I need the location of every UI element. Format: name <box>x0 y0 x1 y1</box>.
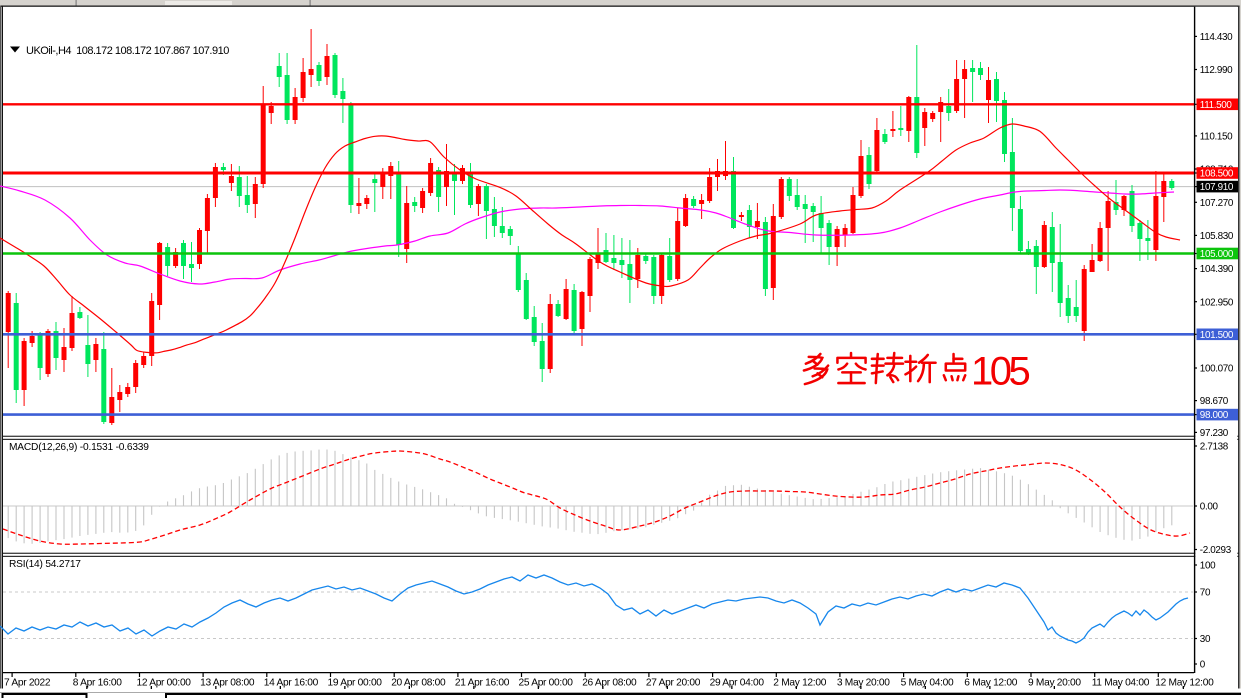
svg-text:-2.0293: -2.0293 <box>1200 545 1232 556</box>
svg-text:9 May 20:00: 9 May 20:00 <box>1028 678 1081 689</box>
svg-text:11 May 04:00: 11 May 04:00 <box>1092 678 1150 689</box>
svg-text:101.500: 101.500 <box>1200 330 1234 341</box>
svg-text:100.070: 100.070 <box>1200 364 1234 375</box>
svg-text:102.950: 102.950 <box>1200 297 1234 308</box>
svg-text:98.000: 98.000 <box>1200 410 1229 421</box>
svg-text:107.910: 107.910 <box>1200 182 1234 193</box>
svg-text:12 May 12:00: 12 May 12:00 <box>1155 678 1214 689</box>
svg-text:70: 70 <box>1200 588 1211 599</box>
svg-text:98.670: 98.670 <box>1200 396 1229 407</box>
svg-text:30: 30 <box>1200 634 1211 645</box>
svg-text:12 Apr 00:00: 12 Apr 00:00 <box>137 678 192 689</box>
svg-text:104.390: 104.390 <box>1200 264 1234 275</box>
svg-text:6 May 12:00: 6 May 12:00 <box>964 678 1017 689</box>
svg-text:97.230: 97.230 <box>1200 428 1229 439</box>
svg-text:13 Apr 08:00: 13 Apr 08:00 <box>200 678 255 689</box>
svg-text:0: 0 <box>1200 660 1206 671</box>
svg-text:MACD(12,26,9) -0.1531 -0.6339: MACD(12,26,9) -0.1531 -0.6339 <box>9 442 149 453</box>
svg-text:20 Apr 08:00: 20 Apr 08:00 <box>391 678 446 689</box>
svg-text:25 Apr 00:00: 25 Apr 00:00 <box>519 678 574 689</box>
svg-text:112.990: 112.990 <box>1200 65 1233 76</box>
svg-text:107.270: 107.270 <box>1200 198 1234 209</box>
svg-text:2 May 12:00: 2 May 12:00 <box>773 678 826 689</box>
svg-text:114.430: 114.430 <box>1200 32 1233 43</box>
svg-text:3 May 20:00: 3 May 20:00 <box>837 678 890 689</box>
svg-text:RSI(14) 54.2717: RSI(14) 54.2717 <box>9 559 81 570</box>
svg-text:UKOil-,H4 108.172 108.172 107: UKOil-,H4 108.172 108.172 107.867 107.91… <box>26 45 229 57</box>
svg-text:108.500: 108.500 <box>1200 169 1234 180</box>
svg-text:26 Apr 08:00: 26 Apr 08:00 <box>582 678 637 689</box>
svg-text:7 Apr 2022: 7 Apr 2022 <box>4 678 51 689</box>
svg-text:21 Apr 16:00: 21 Apr 16:00 <box>455 678 510 689</box>
svg-text:105.000: 105.000 <box>1200 249 1234 260</box>
svg-text:105: 105 <box>971 350 1029 394</box>
svg-text:2.7138: 2.7138 <box>1200 442 1229 453</box>
svg-text:5 May 04:00: 5 May 04:00 <box>901 678 954 689</box>
svg-text:29 Apr 04:00: 29 Apr 04:00 <box>710 678 765 689</box>
svg-text:27 Apr 20:00: 27 Apr 20:00 <box>646 678 701 689</box>
svg-text:105.830: 105.830 <box>1200 231 1234 242</box>
svg-text:110.150: 110.150 <box>1200 132 1233 143</box>
svg-text:8 Apr 16:00: 8 Apr 16:00 <box>73 678 122 689</box>
svg-text:0.00: 0.00 <box>1200 502 1219 513</box>
svg-text:100: 100 <box>1200 561 1216 572</box>
svg-text:111.500: 111.500 <box>1200 100 1233 111</box>
svg-text:14 Apr 16:00: 14 Apr 16:00 <box>264 678 319 689</box>
svg-text:19 Apr 00:00: 19 Apr 00:00 <box>328 678 383 689</box>
